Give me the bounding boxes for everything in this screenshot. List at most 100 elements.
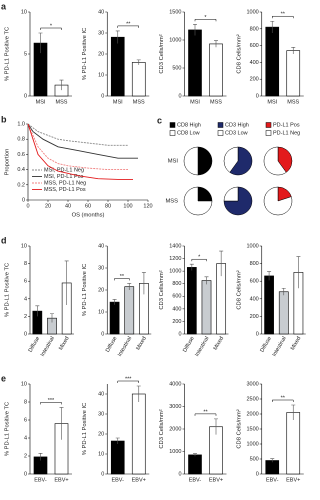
significance-bracket [191,258,207,262]
x-tick-label: EBV+ [286,477,300,483]
x-tick-label: 100 [123,203,132,209]
x-tick-label: EBV- [266,477,279,483]
x-tick-label: Mixed [135,336,148,352]
error-bar [59,407,64,440]
error-bar [291,46,296,54]
bar [265,460,280,475]
y-tick-label: 0 [24,331,27,337]
x-tick-label: 0 [26,203,29,209]
error-bar [38,32,43,54]
significance-bracket [272,15,294,19]
y-tick-label: 10 [98,451,104,457]
x-tick-label: EBV- [189,477,202,483]
y-tick-label: 10 [98,309,104,315]
y-tick-label: 30 [98,411,104,417]
bar [109,301,120,335]
significance-bracket [194,19,217,22]
significance-label: ** [281,12,286,18]
significance-label: ** [120,274,125,280]
x-tick-label: MSI [267,99,277,105]
significance-bracket [40,27,62,30]
y-tick-label: 1000 [247,9,259,15]
y-axis-label: CD8 Cells/mm² [236,270,242,309]
error-bar [38,453,43,461]
x-tick-label: EBV- [111,477,124,483]
error-bar [291,404,296,420]
error-bar [64,260,69,305]
y-tick-label: 0 [178,331,181,337]
bar [286,50,301,97]
pie-slice [223,186,253,216]
y-tick-label: 200 [250,314,259,320]
survival-curve [27,123,138,159]
x-axis-label: OS (months) [72,213,105,219]
error-bar [270,458,275,463]
y-tick-label: 4 [24,296,27,302]
significance-label: ** [281,395,286,401]
y-tick-label: 0 [22,197,25,203]
error-bar [193,24,197,36]
y-axis-label: % PD-L1 Positive TC [5,263,11,317]
error-bar [214,40,218,48]
error-bar [219,250,224,277]
bar [188,29,202,97]
x-tick-label: MSS [56,99,68,105]
x-tick-label: Intestinal [272,336,288,358]
x-tick-label: Diffuse [182,336,196,354]
pie-slice [223,146,239,173]
bar [209,43,223,97]
legend-swatch [265,130,272,136]
x-tick-label: EBV+ [54,477,68,483]
error-bar [204,276,209,285]
error-bar [50,313,54,323]
x-tick-label: Intestinal [117,336,133,358]
significance-bracket [272,399,294,402]
bar [110,440,125,475]
y-tick-label: 800 [250,261,259,267]
significance-label: ** [203,409,208,415]
legend-swatch [265,122,272,128]
y-tick-label: 6 [24,279,27,285]
y-tick-label: 0 [256,331,259,337]
error-bar [115,437,120,444]
y-tick-label: 0 [256,93,259,99]
significance-bracket [40,402,62,405]
legend-label: CD8 Low [177,130,200,136]
bar [286,412,301,475]
error-bar [141,272,146,295]
bar [110,36,125,97]
y-tick-label: 1000 [247,441,259,447]
x-tick-label: Intestinal [40,336,56,358]
significance-label: * [50,23,53,29]
y-tick-label: 400 [172,306,181,312]
y-tick-label: 2000 [169,426,181,432]
error-bar [136,385,141,402]
y-tick-label: 30 [98,30,104,36]
x-tick-label: Mixed [290,336,303,352]
legend-label: MSS, PD-L1 Neg [44,180,86,186]
y-tick-label: 1400 [169,243,181,249]
y-axis-label: CD3 Cells/mm² [159,34,165,73]
row-label: MSI [168,159,179,165]
y-tick-label: 4 [24,435,27,441]
x-tick-label: MSI [190,99,200,105]
row-label: MSS [165,199,178,205]
pie-slice [197,186,213,202]
legend-label: MSI, PD-L1 Pos [44,174,84,180]
panel-label: d [1,235,7,245]
y-axis-label: % PD-L1 Positive TC [5,402,11,456]
legend-swatch [169,130,176,136]
bar [265,26,280,97]
bar [124,286,135,335]
survival-curve [27,123,133,180]
y-tick-label: 0 [101,93,104,99]
error-bar [193,453,197,457]
y-tick-label: 3000 [169,404,181,410]
x-tick-label: Mixed [213,336,226,352]
error-bar [267,271,272,281]
y-tick-label: 8 [24,261,27,267]
bar [131,62,146,97]
x-tick-label: 60 [85,203,91,209]
y-tick-label: 4000 [169,381,181,387]
